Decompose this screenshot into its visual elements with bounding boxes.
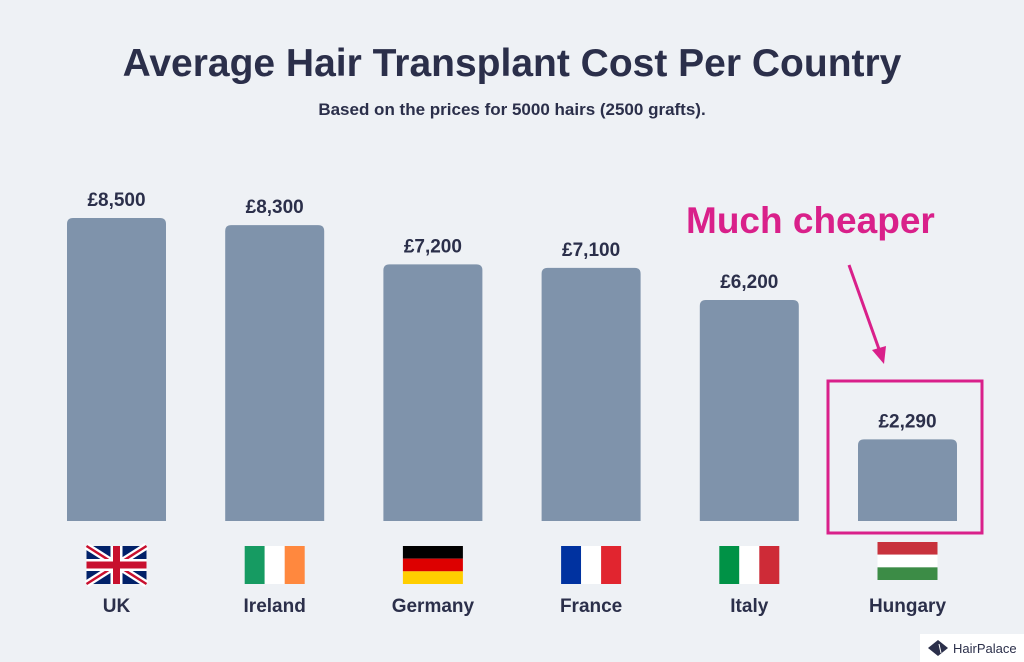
data-label: £7,100 [562,240,620,261]
data-label: £7,200 [404,236,462,257]
bar-italy [699,299,799,521]
category-label: Hungary [869,596,947,617]
chart-subtitle: Based on the prices for 5000 hairs (2500… [318,100,706,119]
bar-france [541,267,641,521]
germany-flag-icon [402,546,463,584]
italy-flag-icon [719,546,780,584]
category-label: UK [103,596,131,617]
annotation-arrow [847,264,882,353]
data-label: £6,200 [720,272,778,293]
bar-hungary [858,439,957,521]
category-label: Ireland [244,596,306,617]
chart-title: Average Hair Transplant Cost Per Country [122,42,902,85]
logo-icon [928,640,948,656]
bar-uk [67,218,166,521]
data-label: £2,290 [878,411,936,432]
bar-germany [383,264,483,521]
category-label: Germany [392,596,475,617]
highlight-box [826,379,984,535]
category-label: France [560,596,622,617]
logo-text: HairPalace [953,640,1017,656]
data-label: £8,300 [246,197,304,218]
uk-flag-icon [84,543,149,587]
bar-ireland [225,225,325,522]
ireland-flag-icon [244,546,305,584]
data-label: £8,500 [87,190,145,211]
category-label: Italy [730,596,768,617]
france-flag-icon [561,546,622,584]
arrow-head-icon [872,346,886,364]
hungary-flag-icon [877,542,938,580]
hairpalace-logo: HairPalace [920,634,1024,662]
annotation-label: Much cheaper [686,200,935,241]
